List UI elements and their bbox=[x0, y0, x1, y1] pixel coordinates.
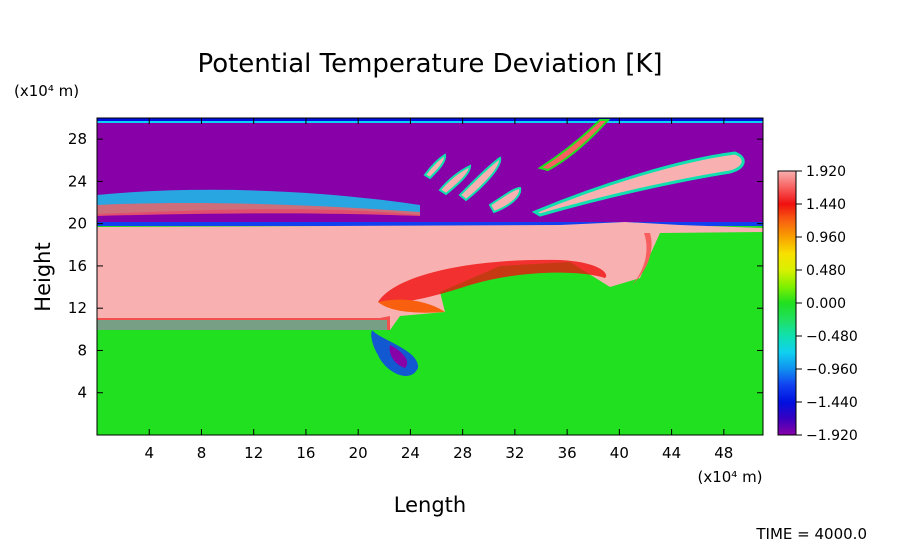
y-axis: 4 8 12 16 20 24 28 bbox=[68, 130, 763, 402]
colorbar-label: −0.480 bbox=[806, 329, 858, 345]
eddy-core bbox=[389, 345, 408, 368]
x-tick-label: 20 bbox=[349, 444, 368, 462]
y-tick-label: 24 bbox=[68, 172, 87, 190]
filament-small-3 bbox=[438, 164, 472, 196]
x-tick-label: 16 bbox=[296, 444, 315, 462]
x-tick-label: 12 bbox=[244, 444, 263, 462]
filament-top bbox=[537, 119, 611, 172]
chart-title: Potential Temperature Deviation [K] bbox=[197, 49, 662, 79]
filament-small-4 bbox=[423, 153, 447, 180]
warm-front-edge bbox=[378, 259, 607, 303]
top-boundary-band bbox=[97, 118, 763, 121]
x-tick-label: 36 bbox=[558, 444, 577, 462]
heatmap-area bbox=[96, 117, 764, 436]
colorbar-label: 0.480 bbox=[806, 263, 846, 279]
filament-large bbox=[531, 151, 745, 217]
x-tick-label: 48 bbox=[714, 444, 733, 462]
colorbar-label: 1.440 bbox=[806, 197, 846, 213]
colorbar-label: −1.440 bbox=[806, 395, 858, 411]
top-boundary-band-2 bbox=[97, 121, 763, 123]
colorbar-label: 0.000 bbox=[806, 296, 846, 312]
colorbar-label: −0.960 bbox=[806, 362, 858, 378]
y-tick-label: 28 bbox=[68, 130, 87, 148]
y-tick-label: 12 bbox=[68, 299, 87, 317]
x-tick-label: 44 bbox=[662, 444, 681, 462]
colorbar: 1.920 1.440 0.960 0.480 0.000 −0.480 −0.960 −1.… bbox=[777, 164, 858, 444]
y-tick-label: 4 bbox=[77, 384, 87, 402]
colorbar-label: 0.960 bbox=[806, 230, 846, 246]
tropopause-band bbox=[97, 222, 763, 226]
y-units-label: (x10⁴ m) bbox=[14, 82, 79, 100]
front-curl bbox=[378, 299, 445, 313]
x-tick-label: 24 bbox=[401, 444, 420, 462]
y-axis-label: Height bbox=[31, 242, 55, 311]
colorbar-label: 1.920 bbox=[806, 164, 846, 180]
x-tick-label: 8 bbox=[197, 444, 207, 462]
time-annotation: TIME = 4000.0 bbox=[755, 525, 867, 543]
x-tick-label: 4 bbox=[144, 444, 154, 462]
y-tick-label: 16 bbox=[68, 257, 87, 275]
y-tick-label: 20 bbox=[68, 215, 87, 233]
filament-small-2 bbox=[458, 156, 502, 202]
x-axis: 4 8 12 16 20 24 28 32 36 40 44 48 bbox=[144, 118, 733, 462]
x-tick-label: 32 bbox=[505, 444, 524, 462]
front-right-edge bbox=[632, 233, 652, 285]
x-units-label: (x10⁴ m) bbox=[697, 468, 762, 486]
plot-frame bbox=[96, 117, 764, 436]
x-axis-label: Length bbox=[394, 493, 466, 517]
x-tick-label: 40 bbox=[610, 444, 629, 462]
y-tick-label: 8 bbox=[77, 341, 87, 359]
colorbar-label: −1.920 bbox=[806, 428, 858, 444]
turbulent-band bbox=[97, 320, 387, 330]
upper-wave-band-warm bbox=[97, 202, 420, 216]
colorbar-gradient bbox=[777, 170, 797, 436]
filament-small-1 bbox=[488, 186, 522, 214]
x-tick-label: 28 bbox=[453, 444, 472, 462]
